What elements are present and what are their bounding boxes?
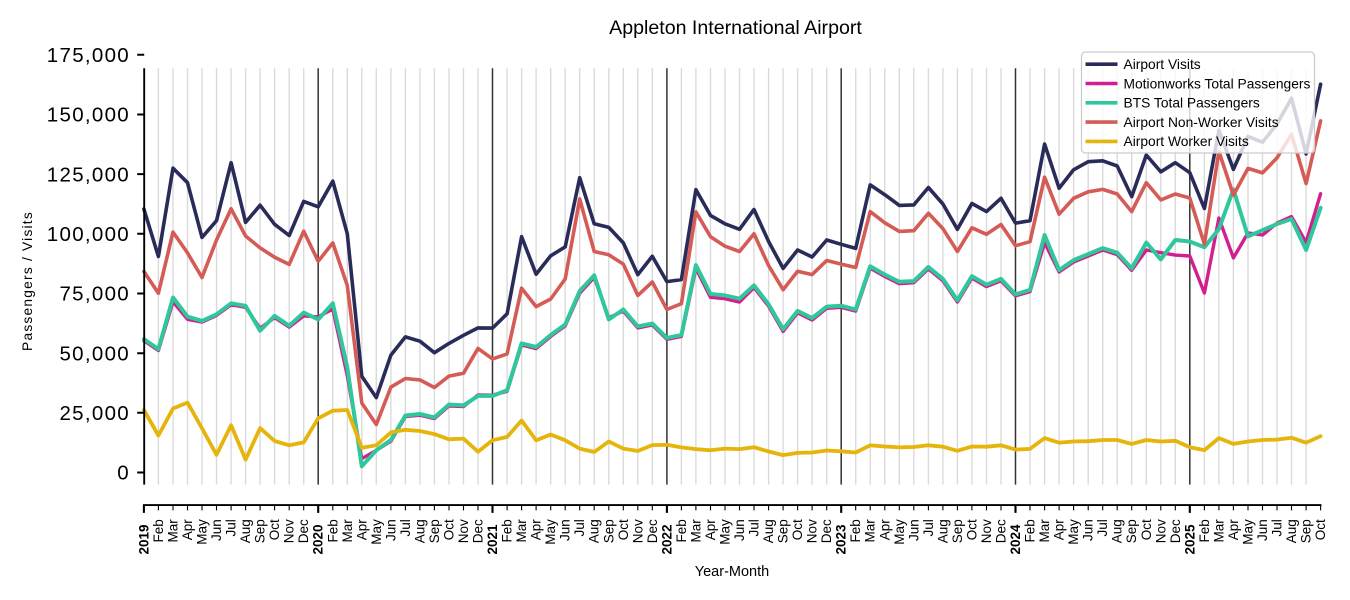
svg-text:Mar: Mar (688, 519, 703, 543)
svg-text:Oct: Oct (964, 519, 979, 540)
svg-text:Mar: Mar (340, 519, 355, 543)
svg-text:Jun: Jun (906, 519, 921, 541)
svg-text:Sep: Sep (601, 519, 616, 543)
svg-text:2023: 2023 (834, 524, 849, 555)
svg-text:Oct: Oct (1139, 519, 1154, 540)
svg-text:May: May (543, 519, 558, 545)
svg-text:Feb: Feb (848, 519, 863, 542)
svg-text:Aug: Aug (1110, 519, 1125, 543)
svg-text:Jul: Jul (224, 519, 239, 536)
svg-text:Aug: Aug (412, 519, 427, 543)
svg-text:Oct: Oct (442, 519, 457, 540)
svg-text:Jul: Jul (921, 519, 936, 536)
svg-text:Jun: Jun (1081, 519, 1096, 541)
svg-text:Dec: Dec (994, 519, 1009, 543)
svg-text:Apr: Apr (703, 519, 718, 541)
svg-text:Aug: Aug (761, 519, 776, 543)
svg-text:Mar: Mar (863, 519, 878, 543)
svg-text:Mar: Mar (166, 519, 181, 543)
svg-text:Nov: Nov (630, 519, 645, 543)
svg-text:Feb: Feb (151, 519, 166, 542)
svg-text:Jun: Jun (732, 519, 747, 541)
svg-text:Jun: Jun (209, 519, 224, 541)
svg-text:Airport Worker Visits: Airport Worker Visits (1124, 134, 1249, 149)
svg-text:May: May (369, 519, 384, 545)
svg-text:150,000: 150,000 (47, 104, 130, 127)
svg-text:BTS Total Passengers: BTS Total Passengers (1124, 96, 1260, 111)
svg-text:Airport Non-Worker Visits: Airport Non-Worker Visits (1124, 115, 1279, 130)
svg-text:Aug: Aug (587, 519, 602, 543)
svg-text:2025: 2025 (1182, 524, 1197, 555)
svg-text:Aug: Aug (935, 519, 950, 543)
svg-text:Sep: Sep (950, 519, 965, 543)
svg-text:Sep: Sep (1124, 519, 1139, 543)
svg-text:50,000: 50,000 (59, 342, 130, 365)
svg-text:Jun: Jun (383, 519, 398, 541)
svg-text:Motionworks Total Passengers: Motionworks Total Passengers (1124, 76, 1311, 91)
svg-text:Apr: Apr (354, 519, 369, 541)
svg-text:2019: 2019 (136, 525, 151, 555)
svg-text:Sep: Sep (1299, 519, 1314, 543)
svg-text:Apr: Apr (1226, 519, 1241, 541)
svg-text:Sep: Sep (776, 519, 791, 543)
svg-text:Feb: Feb (325, 519, 340, 542)
svg-text:Appleton International Airport: Appleton International Airport (609, 17, 862, 39)
svg-text:125,000: 125,000 (47, 163, 130, 186)
svg-text:Feb: Feb (674, 519, 689, 542)
svg-text:100,000: 100,000 (47, 223, 130, 246)
svg-text:Nov: Nov (805, 519, 820, 543)
svg-text:May: May (718, 519, 733, 545)
svg-text:Feb: Feb (1197, 519, 1212, 542)
svg-text:Jul: Jul (1270, 519, 1285, 536)
svg-text:Oct: Oct (790, 519, 805, 540)
svg-text:May: May (1241, 519, 1256, 545)
svg-text:Jun: Jun (1255, 519, 1270, 541)
svg-text:Mar: Mar (1037, 519, 1052, 543)
svg-text:Oct: Oct (616, 519, 631, 540)
svg-text:Aug: Aug (238, 519, 253, 543)
svg-text:Year-Month: Year-Month (695, 564, 769, 580)
svg-text:Jun: Jun (558, 519, 573, 541)
svg-text:2022: 2022 (659, 525, 674, 555)
svg-text:Dec: Dec (819, 519, 834, 543)
svg-text:Nov: Nov (456, 519, 471, 543)
svg-text:Sep: Sep (427, 519, 442, 543)
svg-text:Jul: Jul (572, 519, 587, 536)
svg-text:Feb: Feb (500, 519, 515, 542)
svg-text:Apr: Apr (1052, 519, 1067, 541)
svg-text:Oct: Oct (1313, 519, 1328, 540)
svg-text:2021: 2021 (485, 524, 500, 555)
svg-text:Dec: Dec (1168, 519, 1183, 543)
svg-text:Dec: Dec (471, 519, 486, 543)
svg-text:Jul: Jul (747, 519, 762, 536)
svg-text:Mar: Mar (514, 519, 529, 543)
svg-text:Nov: Nov (979, 519, 994, 543)
svg-text:Apr: Apr (180, 519, 195, 541)
svg-text:Nov: Nov (282, 519, 297, 543)
svg-text:Jul: Jul (1095, 519, 1110, 536)
svg-text:May: May (1066, 519, 1081, 545)
svg-text:May: May (892, 519, 907, 545)
svg-text:2024: 2024 (1008, 524, 1023, 555)
svg-text:Oct: Oct (267, 519, 282, 540)
svg-text:Apr: Apr (529, 519, 544, 541)
svg-text:175,000: 175,000 (47, 44, 130, 67)
svg-text:2020: 2020 (311, 525, 326, 555)
svg-text:Dec: Dec (296, 519, 311, 543)
svg-text:Jul: Jul (398, 519, 413, 536)
svg-text:Apr: Apr (877, 519, 892, 541)
svg-text:Dec: Dec (645, 519, 660, 543)
svg-text:Aug: Aug (1284, 519, 1299, 543)
svg-text:0: 0 (117, 462, 130, 485)
svg-text:Passengers / Visits: Passengers / Visits (20, 211, 35, 351)
svg-text:Feb: Feb (1023, 519, 1038, 542)
svg-text:25,000: 25,000 (59, 402, 130, 425)
svg-text:Nov: Nov (1153, 519, 1168, 543)
svg-text:75,000: 75,000 (59, 283, 130, 306)
svg-text:Airport Visits: Airport Visits (1124, 57, 1201, 72)
svg-text:Mar: Mar (1211, 519, 1226, 543)
svg-text:May: May (195, 519, 210, 545)
svg-text:Sep: Sep (253, 519, 268, 543)
